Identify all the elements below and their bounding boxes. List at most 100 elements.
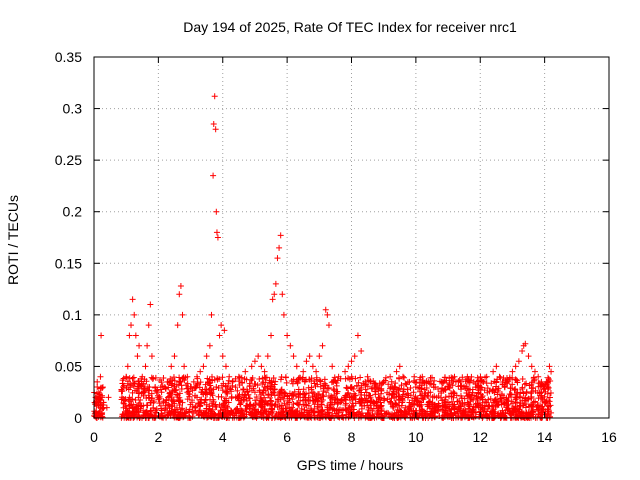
data-point xyxy=(126,394,133,401)
band-point xyxy=(165,411,172,418)
band-point xyxy=(198,388,205,395)
band-point xyxy=(264,385,271,392)
band-point xyxy=(130,374,137,381)
band-point xyxy=(395,386,402,393)
band-point xyxy=(125,386,132,393)
data-point xyxy=(277,409,284,416)
data-point xyxy=(325,409,332,416)
data-point xyxy=(325,322,332,329)
band-point xyxy=(317,378,324,385)
band-point xyxy=(449,382,456,389)
band-point xyxy=(334,399,341,406)
band-point xyxy=(265,408,272,415)
band-point xyxy=(294,380,301,387)
data-point xyxy=(451,409,458,416)
data-point xyxy=(94,384,101,391)
y-tick-label: 0.3 xyxy=(63,101,83,117)
data-point xyxy=(211,93,218,100)
data-point xyxy=(541,384,548,391)
axis-ticks: 0 2 4 6 8 10 12 14 16 0 0.05 0.1 0.15 0.2 0.25 0.3 0.35 xyxy=(55,49,617,445)
band-point xyxy=(224,414,231,421)
data-point xyxy=(129,296,136,303)
band-point xyxy=(535,395,542,402)
band-point xyxy=(158,410,165,417)
band-point xyxy=(456,405,463,412)
data-point xyxy=(93,402,100,409)
band-point xyxy=(189,397,196,404)
data-point xyxy=(181,363,188,370)
data-point xyxy=(174,392,181,399)
band-point xyxy=(99,384,106,391)
y-tick-label: 0.1 xyxy=(63,307,83,323)
band-point xyxy=(170,396,177,403)
band-point xyxy=(418,406,425,413)
band-point xyxy=(259,389,266,396)
band-point xyxy=(311,405,318,412)
band-point xyxy=(450,394,457,401)
band-point xyxy=(307,398,314,405)
data-point xyxy=(271,386,278,393)
band-point xyxy=(177,378,184,385)
data-point xyxy=(348,394,355,401)
data-point xyxy=(425,378,432,385)
band-point xyxy=(519,375,526,382)
data-point xyxy=(229,378,236,385)
band-point xyxy=(388,378,395,385)
data-point xyxy=(358,396,365,403)
data-point xyxy=(258,363,265,370)
band-point xyxy=(544,402,551,409)
data-point xyxy=(134,353,141,360)
data-point xyxy=(461,409,468,416)
data-point xyxy=(432,409,439,416)
data-point xyxy=(546,363,553,370)
band-point xyxy=(301,401,308,408)
band-point xyxy=(369,384,376,391)
data-point xyxy=(377,399,384,406)
band-point xyxy=(497,374,504,381)
data-point xyxy=(541,399,548,406)
data-point xyxy=(364,409,371,416)
band-point xyxy=(282,374,289,381)
band-point xyxy=(125,378,132,385)
band-point xyxy=(498,401,505,408)
band-point xyxy=(534,390,541,397)
data-point xyxy=(221,327,228,334)
data-point xyxy=(179,311,186,318)
data-point xyxy=(171,409,178,416)
data-point xyxy=(380,378,387,385)
data-point xyxy=(306,409,313,416)
band-point xyxy=(539,396,546,403)
band-point xyxy=(253,393,260,400)
band-point xyxy=(517,400,524,407)
data-point xyxy=(271,291,278,298)
band-point xyxy=(147,399,154,406)
band-point xyxy=(389,391,396,398)
band-point xyxy=(512,385,519,392)
band-point xyxy=(120,404,127,411)
band-point xyxy=(324,404,331,411)
band-point xyxy=(478,394,485,401)
band-point xyxy=(154,387,161,394)
band-point xyxy=(246,383,253,390)
data-point xyxy=(229,409,236,416)
band-point xyxy=(138,378,145,385)
band-point xyxy=(475,403,482,410)
band-point xyxy=(272,378,279,385)
band-point xyxy=(516,408,523,415)
band-point xyxy=(277,389,284,396)
data-point xyxy=(354,409,361,416)
data-point xyxy=(213,208,220,215)
band-point xyxy=(197,379,204,386)
data-point xyxy=(374,384,381,391)
data-point xyxy=(425,399,432,406)
band-point xyxy=(455,378,462,385)
band-point xyxy=(318,398,325,405)
band-point xyxy=(530,384,537,391)
data-point xyxy=(474,400,481,407)
data-point xyxy=(96,396,103,403)
data-point xyxy=(181,409,188,416)
data-point xyxy=(435,400,442,407)
data-point xyxy=(544,378,551,385)
y-tick-label: 0 xyxy=(74,410,82,426)
band-point xyxy=(362,397,369,404)
